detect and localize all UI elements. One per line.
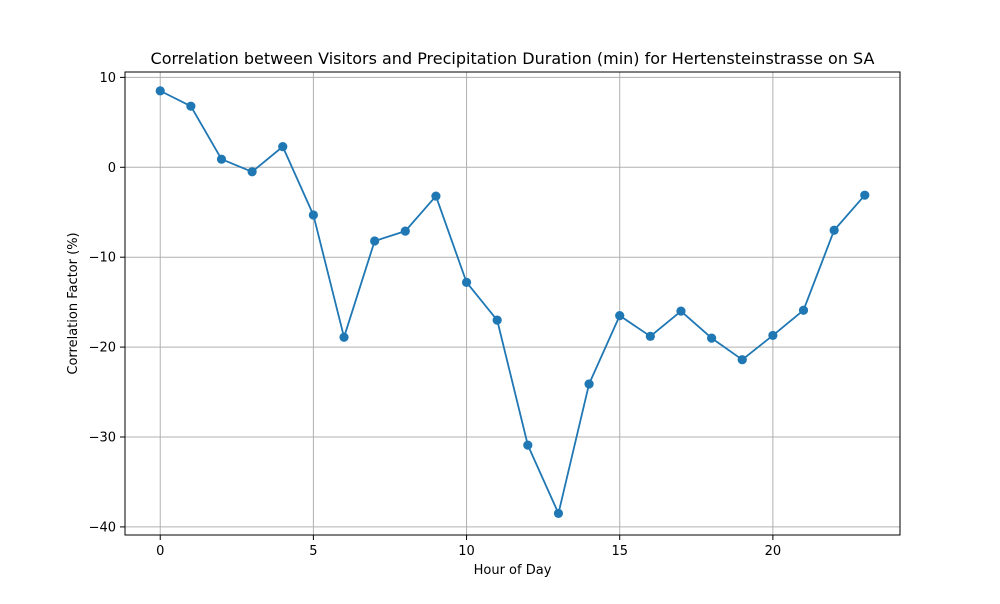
y-tick-label: 0 — [108, 161, 116, 176]
x-tick-label: 15 — [611, 544, 628, 559]
data-point — [860, 190, 870, 200]
x-tick-label: 0 — [156, 544, 164, 559]
data-series — [155, 86, 870, 519]
x-tick-label: 5 — [309, 544, 317, 559]
data-point — [186, 101, 196, 111]
data-point — [829, 225, 839, 235]
data-point — [216, 154, 227, 164]
data-point — [768, 330, 778, 341]
y-tick-label: −40 — [89, 520, 116, 535]
data-point — [676, 306, 686, 316]
data-point — [553, 508, 564, 519]
data-point — [431, 191, 441, 201]
plot-frame — [124, 71, 901, 536]
x-axis-label: Hour of Day — [474, 563, 552, 578]
data-point — [615, 311, 625, 321]
series-line — [159, 90, 866, 515]
y-tick-label: 10 — [99, 71, 116, 86]
grid — [125, 72, 900, 535]
y-tick-label: −30 — [89, 431, 116, 446]
data-point — [278, 142, 288, 152]
data-point — [461, 277, 472, 287]
data-point — [737, 355, 747, 365]
x-tick-label: 10 — [458, 544, 475, 559]
data-point — [584, 379, 594, 389]
data-point — [370, 236, 380, 246]
data-point — [523, 440, 533, 450]
data-point — [400, 226, 410, 236]
data-point — [492, 315, 502, 325]
y-tick-label: −10 — [89, 251, 116, 266]
data-point — [707, 333, 717, 343]
data-point — [247, 167, 257, 177]
data-point — [798, 305, 809, 315]
data-point — [155, 86, 165, 96]
x-tick-label: 20 — [765, 544, 782, 559]
y-tick-label: −20 — [89, 341, 116, 356]
axis-ticks: 0 5 10 15 20 10 0 −10 −20 −30 −40 — [89, 71, 782, 559]
data-point — [339, 332, 349, 342]
chart-title: Correlation between Visitors and Precipi… — [151, 49, 875, 68]
y-axis-label: Correlation Factor (%) — [66, 232, 81, 374]
data-point — [308, 210, 318, 220]
data-point — [645, 331, 655, 341]
